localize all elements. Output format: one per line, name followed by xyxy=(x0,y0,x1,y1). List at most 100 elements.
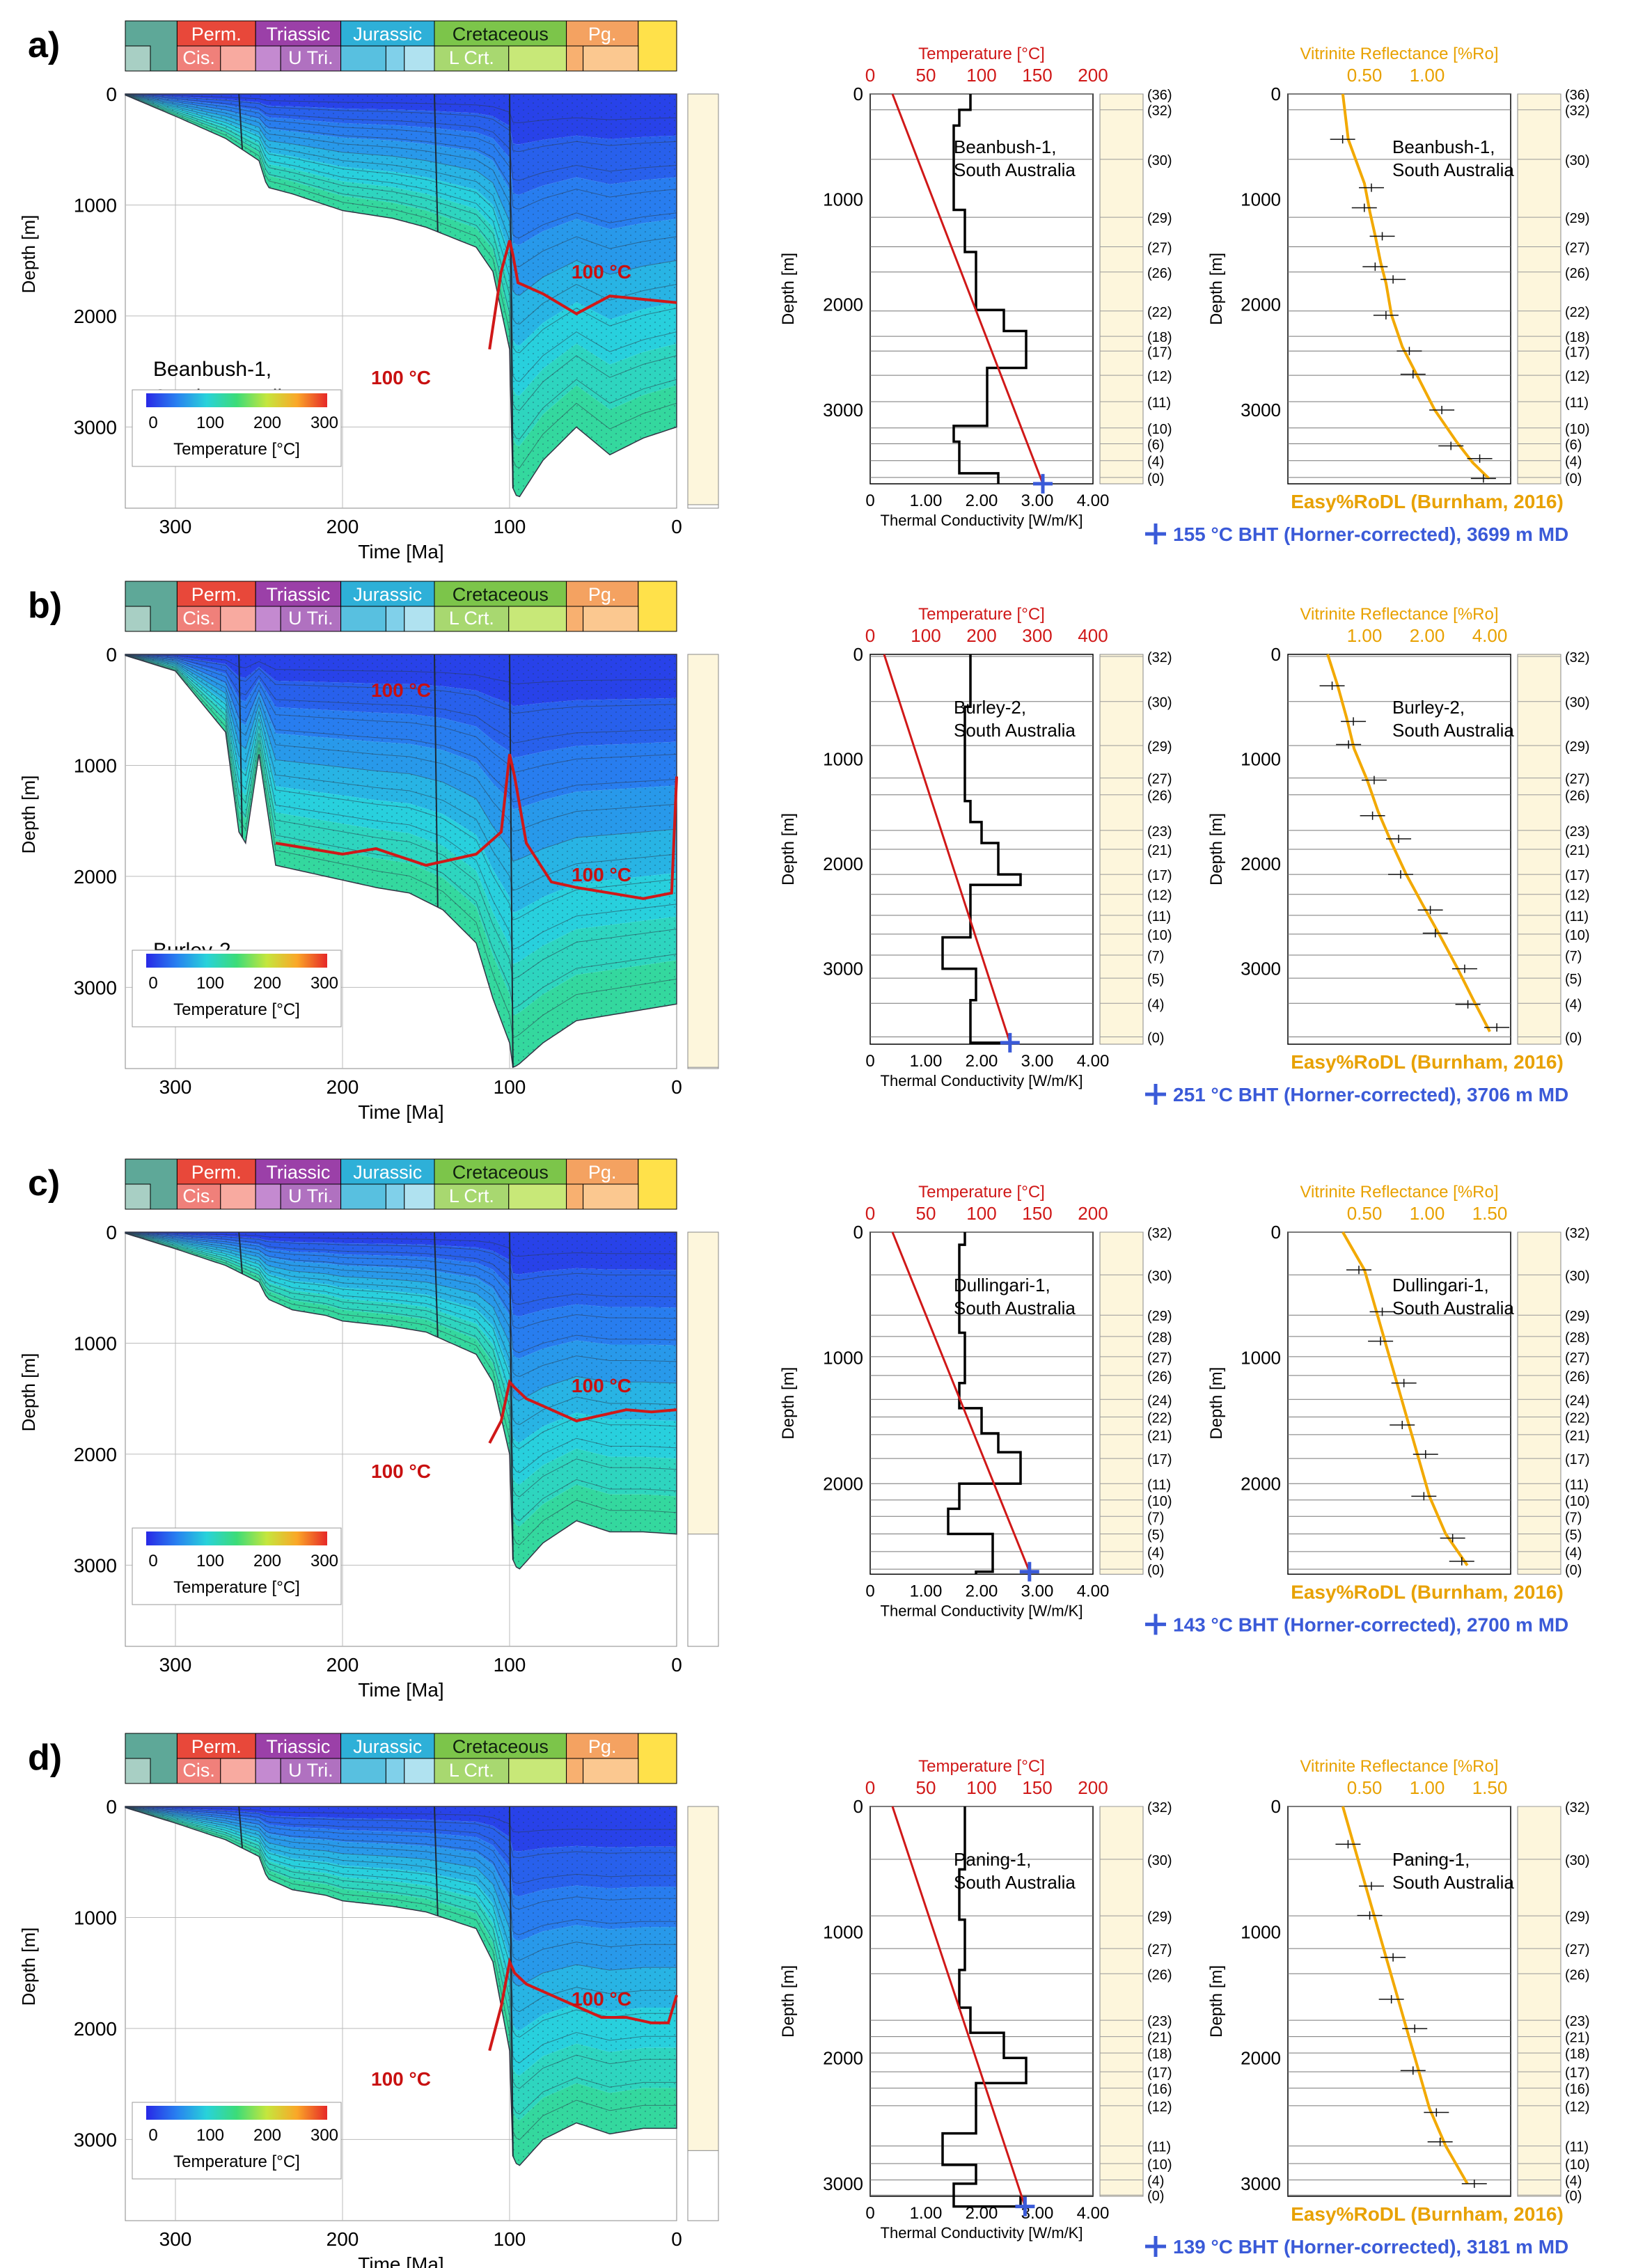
depth-tick: 1000 xyxy=(1241,749,1281,770)
vr-axis-label: Vitrinite Reflectance [%Ro] xyxy=(1300,45,1498,63)
vr-measurement xyxy=(1330,135,1355,144)
tc-well-region: South Australia xyxy=(954,720,1076,741)
timescale-period xyxy=(566,581,639,607)
formation-label: (0) xyxy=(1565,1030,1582,1046)
formation-label: (21) xyxy=(1565,2031,1590,2046)
depth-tick: 0 xyxy=(106,644,117,666)
formation-label: (4) xyxy=(1565,997,1582,1012)
fault-line xyxy=(509,1806,514,2157)
vr-tick: 4.00 xyxy=(1472,625,1508,646)
timescale-epoch xyxy=(280,606,342,632)
tc-tick: 4.00 xyxy=(1077,491,1110,510)
formation-label: (28) xyxy=(1147,1330,1172,1346)
tc-well-region: South Australia xyxy=(954,159,1076,180)
formation-column-vr xyxy=(1517,1231,1561,1575)
timescale-period xyxy=(176,20,256,47)
layer-boundary xyxy=(125,1232,677,1474)
formation-label: (32) xyxy=(1147,650,1172,666)
layer-boundary xyxy=(125,94,677,411)
formation-label: (10) xyxy=(1565,2157,1590,2173)
vr-measurement xyxy=(1360,811,1385,820)
isotherm-label-left: 100 °C xyxy=(371,679,431,701)
layer-boundary xyxy=(125,94,677,354)
tc-tick: 4.00 xyxy=(1077,1582,1110,1600)
tc-tick: 4.00 xyxy=(1077,1052,1110,1071)
temperature-profile xyxy=(891,1231,1031,1573)
tc-well-name: Dullingari-1, xyxy=(954,1275,1050,1296)
tc-tick: 3.00 xyxy=(1021,491,1054,510)
tc-axis-label: Thermal Conductivity [W/m/K] xyxy=(881,1072,1083,1089)
formation-label: (10) xyxy=(1147,422,1172,437)
epoch-label: L Crt. xyxy=(449,1186,494,1206)
depth-tick: 2000 xyxy=(74,1444,117,1465)
fault-line xyxy=(434,1806,439,1916)
depth-tick: 1000 xyxy=(1241,1348,1281,1369)
timescale-epoch xyxy=(220,1758,256,1784)
formation-label: (11) xyxy=(1565,909,1589,924)
formation-label: (0) xyxy=(1147,2189,1164,2204)
timescale-subperiod xyxy=(125,1183,151,1210)
formation-label: (23) xyxy=(1565,2014,1590,2029)
period-label: Perm. xyxy=(191,1736,242,1757)
formation-label: (27) xyxy=(1147,1350,1172,1366)
timescale-epoch xyxy=(176,45,221,72)
vr-well-region: South Australia xyxy=(1392,1298,1514,1318)
time-tick: 0 xyxy=(671,1654,682,1676)
timescale-epoch xyxy=(385,1758,405,1784)
layer-boundary xyxy=(125,1806,677,2089)
vr-measurement xyxy=(1359,1882,1384,1891)
vr-measurement xyxy=(1400,370,1426,379)
formation-column-vr xyxy=(1517,93,1561,485)
layer-boundary xyxy=(125,1806,677,2038)
time-tick: 100 xyxy=(494,516,526,537)
depth-tick: 3000 xyxy=(1241,959,1281,979)
formation-label: (36) xyxy=(1147,88,1172,103)
timescale-epoch xyxy=(340,606,386,632)
temp-tick: 50 xyxy=(916,1777,936,1798)
colorbar xyxy=(146,1531,327,1545)
formation-label: (5) xyxy=(1147,972,1164,987)
depth-tick: 2000 xyxy=(1241,853,1281,874)
fault-line xyxy=(509,654,514,1068)
timescale-epoch xyxy=(280,1183,342,1210)
formation-label: (5) xyxy=(1565,972,1582,987)
fault-line xyxy=(238,1806,243,1848)
vr-measurement xyxy=(1438,441,1464,450)
formation-label: (32) xyxy=(1565,650,1590,666)
colorbar-title: Temperature [°C] xyxy=(173,440,300,459)
layer-boundary xyxy=(125,654,677,684)
formation-label: (30) xyxy=(1147,695,1172,711)
formation-label: (22) xyxy=(1147,1411,1172,1426)
formation-label: (10) xyxy=(1565,928,1590,943)
time-tick: 200 xyxy=(326,2228,359,2250)
timescale-period xyxy=(566,1733,639,1759)
burial-ylabel: Depth [m] xyxy=(18,775,39,854)
vr-measurement xyxy=(1362,262,1388,271)
formation-label: (29) xyxy=(1565,211,1590,226)
temp-tick: 50 xyxy=(916,1203,936,1224)
time-tick: 0 xyxy=(671,2228,682,2250)
layer-boundary xyxy=(125,1232,677,1401)
formation-label: (4) xyxy=(1565,1545,1582,1561)
formation-label: (21) xyxy=(1565,1428,1590,1444)
lithology-fill xyxy=(687,93,719,505)
easy-ro-curve xyxy=(1341,1231,1469,1566)
bht-caption: 143 °C BHT (Horner-corrected), 2700 m MD xyxy=(1173,1614,1568,1635)
formation-label: (24) xyxy=(1147,1393,1172,1408)
formation-label: (17) xyxy=(1565,868,1590,883)
tc-plot-area xyxy=(869,1231,1094,1575)
epoch-label: U Tri. xyxy=(288,1760,333,1781)
thermal-conductivity-profile xyxy=(941,1806,1028,2208)
formation-label: (0) xyxy=(1565,1563,1582,1578)
depth-tick: 2000 xyxy=(1241,2047,1281,2068)
isotherm-label-right: 100 °C xyxy=(572,864,631,885)
epoch-label: L Crt. xyxy=(449,1760,494,1781)
bht-marker xyxy=(1033,473,1053,494)
colorbar-tick: 100 xyxy=(196,1552,224,1570)
colorbar xyxy=(146,2106,327,2120)
easy-ro-label: Easy%RoDL (Burnham, 2016) xyxy=(1291,1581,1564,1602)
timescale-epoch xyxy=(434,606,510,632)
panel-c: c) Perm. Triassic Jurassic Cretaceous Pg. Cis.… xyxy=(18,1158,1590,1701)
formation-label: (10) xyxy=(1147,928,1172,943)
bht-legend-marker xyxy=(1145,1614,1166,1635)
